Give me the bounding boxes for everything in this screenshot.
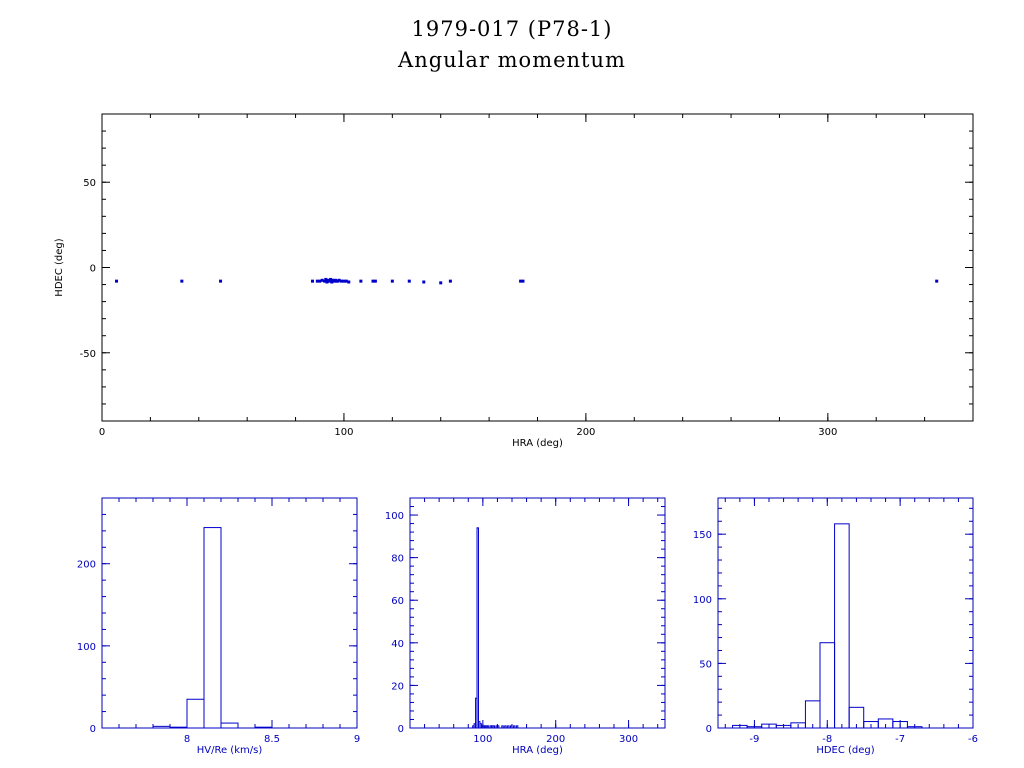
x-axis-label: HDEC (deg) bbox=[816, 745, 874, 756]
histogram-bar bbox=[486, 725, 490, 729]
y-tick-label: 80 bbox=[391, 554, 404, 565]
scatter-point bbox=[329, 277, 333, 281]
y-tick-label: 100 bbox=[77, 642, 96, 653]
x-tick-label: 9 bbox=[354, 734, 360, 745]
histogram-bar bbox=[220, 722, 239, 729]
hdec-histogram-panel: -9 -8 -7 -6 0 50 100 150 HDEC (deg) bbox=[693, 497, 978, 756]
y-tick-label: 0 bbox=[706, 724, 712, 735]
histogram-bar bbox=[834, 523, 850, 729]
scatter-point bbox=[115, 279, 119, 283]
y-tick-label: 50 bbox=[699, 659, 712, 670]
scatter-point bbox=[422, 280, 426, 284]
x-tick-label: 200 bbox=[576, 427, 595, 438]
x-tick-label: 0 bbox=[99, 427, 105, 438]
y-tick-label: 20 bbox=[391, 681, 404, 692]
y-tick-label: 100 bbox=[385, 511, 404, 522]
y-tick-label: 100 bbox=[693, 595, 712, 606]
scatter-point bbox=[219, 279, 223, 283]
scatter-point bbox=[342, 279, 346, 283]
x-tick-label: -7 bbox=[895, 734, 905, 745]
histogram-bar bbox=[804, 700, 821, 729]
chart-title: 1979-017 (P78-1) Angular momentum bbox=[0, 14, 1024, 76]
histogram-bar bbox=[504, 725, 507, 729]
scatter-point bbox=[439, 281, 443, 285]
histogram-bar bbox=[906, 726, 923, 729]
y-tick-label: -50 bbox=[80, 349, 96, 360]
scatter-point bbox=[347, 280, 351, 284]
x-axis-label: HV/Re (km/s) bbox=[197, 745, 263, 756]
x-tick-label: 8 bbox=[184, 734, 190, 745]
scatter-point bbox=[180, 279, 184, 283]
scatter-point bbox=[935, 279, 939, 283]
y-tick-label: 50 bbox=[83, 178, 96, 189]
hra-histogram-panel: 100 200 300 0 20 40 60 80 100 HRA (deg) bbox=[385, 497, 666, 756]
plot-frame-3 bbox=[717, 497, 974, 729]
histogram-bar bbox=[848, 706, 865, 729]
y-tick-label: 0 bbox=[90, 264, 96, 275]
scatter-point bbox=[325, 280, 329, 284]
title-line-2: Angular momentum bbox=[398, 48, 626, 72]
histogram-bar bbox=[254, 726, 273, 729]
hv-histogram-panel: 8 8.5 9 0 100 200 HV/Re (km/s) bbox=[77, 497, 360, 756]
scatter-point bbox=[323, 279, 327, 283]
y-tick-label: 150 bbox=[693, 530, 712, 541]
histogram-bar bbox=[203, 527, 222, 729]
x-tick-label: -6 bbox=[968, 734, 978, 745]
scatter-point bbox=[324, 277, 328, 281]
x-tick-label: -9 bbox=[749, 734, 759, 745]
histogram-bar bbox=[819, 642, 836, 729]
scatter-point bbox=[337, 278, 341, 282]
x-tick-label: 8.5 bbox=[264, 734, 280, 745]
scatter-point bbox=[359, 279, 363, 283]
scatter-point bbox=[344, 279, 348, 283]
x-tick-label: 200 bbox=[546, 734, 565, 745]
scatter-point bbox=[310, 279, 314, 283]
y-tick-label: 60 bbox=[391, 596, 404, 607]
y-tick-label: 0 bbox=[90, 724, 96, 735]
histogram-bar bbox=[512, 725, 516, 729]
y-tick-label: 200 bbox=[77, 560, 96, 571]
scatter-point bbox=[330, 280, 334, 284]
histogram-bar bbox=[501, 725, 504, 729]
histogram-bar bbox=[515, 725, 519, 729]
scatter-point bbox=[318, 279, 322, 283]
x-tick-label: 100 bbox=[473, 734, 492, 745]
scatter-point bbox=[371, 279, 375, 283]
plot-frame-1 bbox=[101, 497, 358, 729]
x-tick-label: 100 bbox=[334, 427, 353, 438]
x-tick-label: -8 bbox=[822, 734, 832, 745]
scatter-point bbox=[327, 279, 331, 283]
scatter-point bbox=[390, 279, 394, 283]
x-axis-label: HRA (deg) bbox=[512, 745, 563, 756]
histogram-bar bbox=[152, 725, 171, 729]
plot-frame-0 bbox=[101, 113, 974, 422]
plot-frame-2 bbox=[409, 497, 666, 729]
y-tick-label: 40 bbox=[391, 639, 404, 650]
histogram-bar bbox=[892, 721, 908, 729]
scatter-point bbox=[320, 278, 324, 282]
scatter-point bbox=[373, 279, 377, 283]
y-tick-label: 0 bbox=[398, 724, 404, 735]
scatter-point bbox=[521, 279, 525, 283]
title-line-1: 1979-017 (P78-1) bbox=[411, 17, 613, 41]
scatter-point bbox=[315, 279, 319, 283]
hra-hdec-scatter-panel: 0 100 200 300 -50 0 50 HRA (deg) HDEC (deg) bbox=[54, 113, 974, 449]
histogram-bar bbox=[476, 527, 479, 729]
x-axis-label: HRA (deg) bbox=[512, 438, 563, 449]
x-tick-label: 300 bbox=[818, 427, 837, 438]
histogram-bar bbox=[492, 725, 496, 729]
histogram-bar bbox=[496, 725, 500, 729]
scatter-point bbox=[407, 279, 411, 283]
scatter-point bbox=[519, 279, 523, 283]
x-tick-label: 300 bbox=[619, 734, 638, 745]
scatter-point bbox=[340, 279, 344, 283]
histogram-bar bbox=[169, 726, 188, 729]
y-axis-label: HDEC (deg) bbox=[54, 238, 65, 296]
histogram-bar bbox=[186, 698, 205, 729]
histogram-bar bbox=[510, 725, 513, 729]
scatter-point bbox=[448, 279, 452, 283]
histogram-bar bbox=[507, 725, 510, 729]
